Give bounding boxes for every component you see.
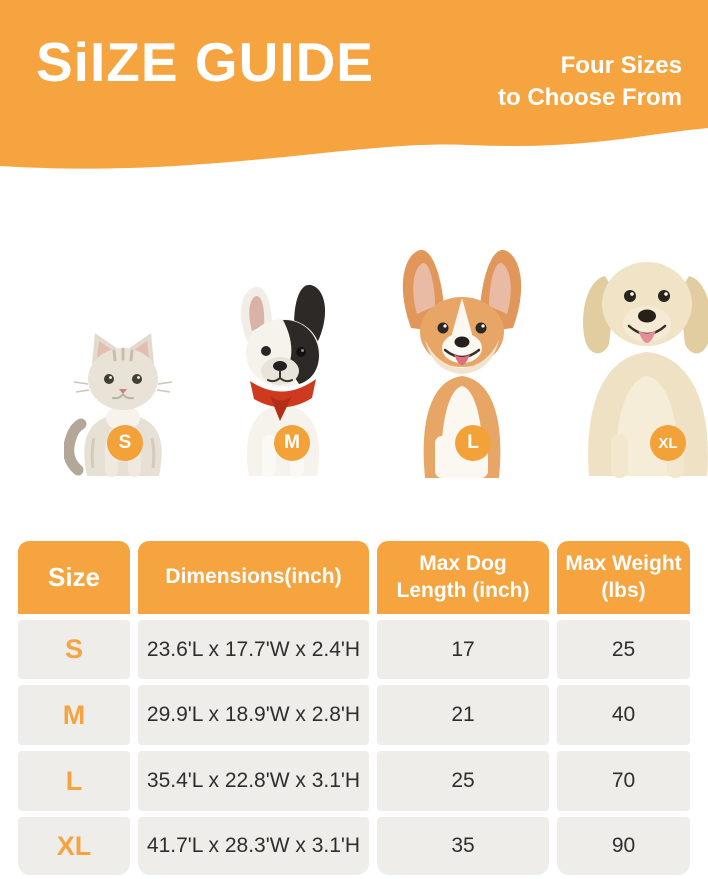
row-l-max-dog-length: 25 (377, 751, 549, 811)
size-badge-m: M (274, 425, 310, 461)
row-l-dimensions: 35.4'L x 22.8'W x 3.1'H (138, 751, 369, 811)
row-xl-size: XL (18, 817, 130, 875)
row-m-dimensions: 29.9'L x 18.9'W x 2.8'H (138, 685, 369, 745)
tagline-line-1: Four Sizes (560, 52, 682, 79)
size-badge-s: S (107, 425, 143, 461)
page-title: SiIZE GUIDE (36, 31, 374, 93)
size-badge-xl: XL (650, 425, 686, 461)
row-s-max-weight: 25 (557, 620, 690, 679)
header-wave-shape (0, 0, 708, 169)
size-badge-l: L (455, 425, 491, 461)
column-header-dimensions: Dimensions(inch) (138, 541, 369, 614)
column-header-max-dog-length: Max Dog Length (inch) (377, 541, 549, 614)
cat-illustration (64, 333, 173, 477)
row-m-max-dog-length: 21 (377, 685, 549, 745)
row-l-size: L (18, 751, 130, 811)
pet-cat (64, 322, 182, 478)
row-xl-max-dog-length: 35 (377, 817, 549, 875)
header-tagline: Four Sizes to Choose From (498, 50, 682, 113)
row-m-size: M (18, 685, 130, 745)
row-l-max-weight: 70 (557, 751, 690, 811)
column-header-size: Size (18, 541, 130, 614)
row-m-max-weight: 40 (557, 685, 690, 745)
tagline-line-2: to Choose From (498, 83, 682, 111)
pet-golden-retriever (555, 228, 708, 478)
row-s-size: S (18, 620, 130, 679)
row-xl-max-weight: 90 (557, 817, 690, 875)
size-table: Size Dimensions(inch) Max Dog Length (in… (18, 541, 690, 875)
row-s-max-dog-length: 17 (377, 620, 549, 679)
row-s-dimensions: 23.6'L x 17.7'W x 2.4'H (138, 620, 369, 679)
golden-retriever-illustration (583, 262, 708, 478)
row-xl-dimensions: 41.7'L x 28.3'W x 3.1'H (138, 817, 369, 875)
column-header-max-weight: Max Weight (lbs) (557, 541, 690, 614)
